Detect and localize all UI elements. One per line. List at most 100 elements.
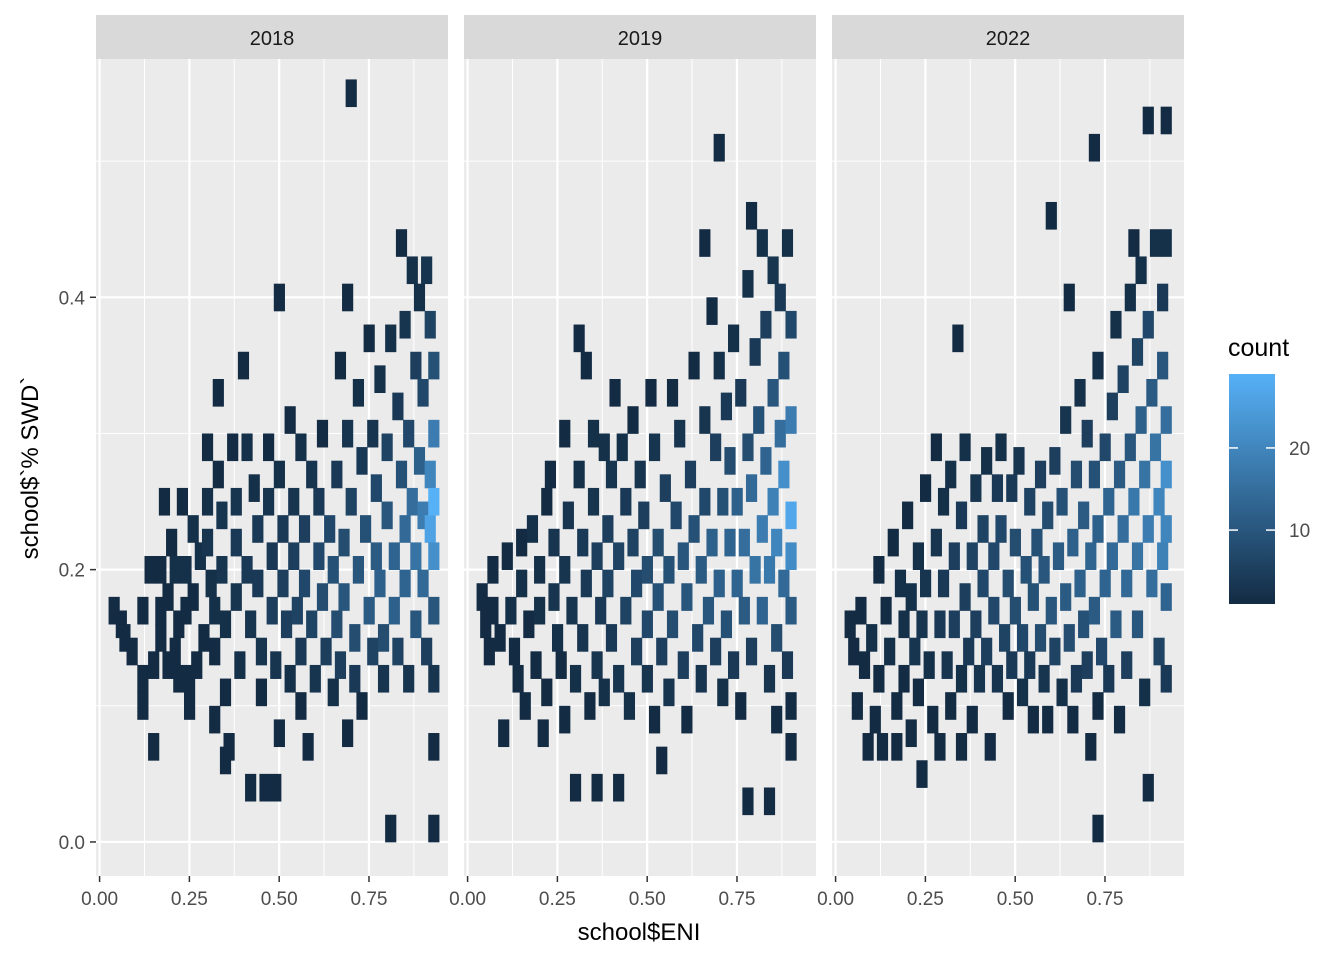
- heatmap-cell: [227, 433, 239, 462]
- heatmap-cell: [230, 487, 242, 516]
- heatmap-cell: [745, 201, 758, 230]
- heatmap-cell: [955, 733, 968, 761]
- heatmap-cell: [1110, 310, 1122, 339]
- heatmap-cell: [313, 542, 325, 571]
- heatmap-cell: [959, 433, 971, 462]
- heatmap-cell: [623, 692, 636, 720]
- heatmap-cell: [627, 406, 639, 434]
- heatmap-cell: [548, 528, 560, 557]
- heatmap-cell: [688, 515, 700, 543]
- heatmap-cell: [516, 528, 528, 557]
- heatmap-cell: [862, 733, 874, 761]
- heatmap-cell: [1160, 664, 1172, 693]
- heatmap-cell: [645, 378, 657, 407]
- heatmap-cell: [763, 787, 776, 816]
- heatmap-cell: [209, 705, 221, 734]
- heatmap-cell: [785, 692, 797, 720]
- legend-ticks: 10 20: [1229, 439, 1310, 542]
- heatmap-cell: [169, 637, 181, 666]
- legend-title: count: [1228, 334, 1289, 362]
- heatmap-cell: [876, 733, 889, 761]
- heatmap-cell: [1006, 474, 1018, 502]
- heatmap-cell: [194, 542, 206, 571]
- heatmap-cell: [648, 433, 661, 462]
- heatmap-cell: [302, 733, 314, 761]
- heatmap-cell: [1153, 487, 1165, 516]
- heatmap-cell: [866, 624, 878, 652]
- heatmap-cell: [370, 474, 382, 502]
- heatmap-cell: [162, 583, 174, 611]
- heatmap-cell: [367, 637, 379, 666]
- heatmap-cell: [742, 787, 754, 816]
- heatmap-cell: [666, 378, 679, 407]
- gridlines: [96, 59, 448, 876]
- heatmap-cell: [1092, 692, 1104, 720]
- y-axis-title: school$`% SWD`: [17, 377, 44, 560]
- heatmap-cell: [898, 664, 910, 693]
- heatmap-cell: [763, 556, 776, 584]
- heatmap-cell: [126, 637, 138, 666]
- heatmap-cell: [1070, 664, 1083, 693]
- heatmap-cell: [1027, 705, 1039, 734]
- heatmap-cell: [331, 610, 343, 639]
- heatmap-cell: [334, 351, 347, 380]
- heatmap-cell: [331, 460, 343, 489]
- heatmap-cell: [1099, 433, 1111, 462]
- heatmap-cell: [948, 542, 960, 571]
- heatmap-cell: [771, 705, 783, 734]
- heatmap-cell: [363, 324, 375, 353]
- heatmap-cell: [659, 474, 671, 502]
- heatmap-cell: [252, 515, 264, 543]
- heatmap-cell: [710, 433, 722, 462]
- facet-strip-label: 2018: [250, 28, 295, 50]
- heatmap-cell: [652, 528, 664, 557]
- heatmap-cell: [327, 556, 339, 584]
- heatmap-cell: [288, 542, 300, 571]
- y-tick-label: 0.4: [59, 288, 86, 309]
- heatmap-cell: [1131, 542, 1144, 571]
- heatmap-cell: [941, 651, 953, 679]
- heatmap-cell: [324, 515, 336, 543]
- heatmap-cell: [209, 637, 221, 666]
- heatmap-cell: [609, 378, 621, 407]
- heatmap-cell: [1063, 283, 1075, 312]
- heatmap-cell: [428, 596, 440, 625]
- heatmap-cell: [670, 501, 682, 530]
- heatmap-cell: [566, 596, 578, 625]
- heatmap-cell: [728, 324, 740, 353]
- heatmap-cell: [273, 719, 285, 748]
- heatmap-cell: [173, 664, 185, 693]
- heatmap-cell: [349, 664, 361, 693]
- heatmap-cell: [245, 773, 257, 802]
- heatmap-cell: [295, 692, 307, 720]
- heatmap-cell: [1117, 515, 1129, 543]
- heatmap-cell: [742, 433, 754, 462]
- facet-panel-2018: 2018: [96, 15, 448, 876]
- x-tick-label: 0.25: [539, 889, 576, 910]
- heatmap-cell: [1103, 487, 1115, 516]
- heatmap-cell: [424, 460, 436, 489]
- x-tick-label: 0.75: [718, 889, 755, 910]
- heatmap-cell: [410, 542, 422, 571]
- heatmap-cell: [1016, 678, 1029, 707]
- heatmap-cell: [1081, 651, 1093, 679]
- heatmap-cell: [738, 596, 750, 625]
- x-tick-label: 0.50: [261, 889, 298, 910]
- heatmap-cell: [1034, 460, 1047, 489]
- x-axis-2019: 0.00 0.25 0.50 0.75: [449, 876, 755, 910]
- heatmap-cell: [923, 651, 935, 679]
- heatmap-cell: [652, 583, 664, 611]
- heatmap-cell: [1099, 569, 1111, 598]
- heatmap-cell: [516, 569, 528, 598]
- heatmap-cell: [187, 515, 199, 543]
- heatmap-cell: [342, 419, 354, 448]
- heatmap-cell: [209, 596, 221, 625]
- heatmap-cell: [1128, 229, 1140, 257]
- x-tick-label: 0.00: [449, 889, 486, 910]
- heatmap-cell: [749, 556, 761, 584]
- heatmap-cell: [937, 569, 950, 598]
- heatmap-cell: [413, 447, 426, 475]
- heatmap-cell: [677, 651, 689, 679]
- heatmap-cell: [119, 624, 131, 652]
- heatmap-cell: [898, 610, 910, 639]
